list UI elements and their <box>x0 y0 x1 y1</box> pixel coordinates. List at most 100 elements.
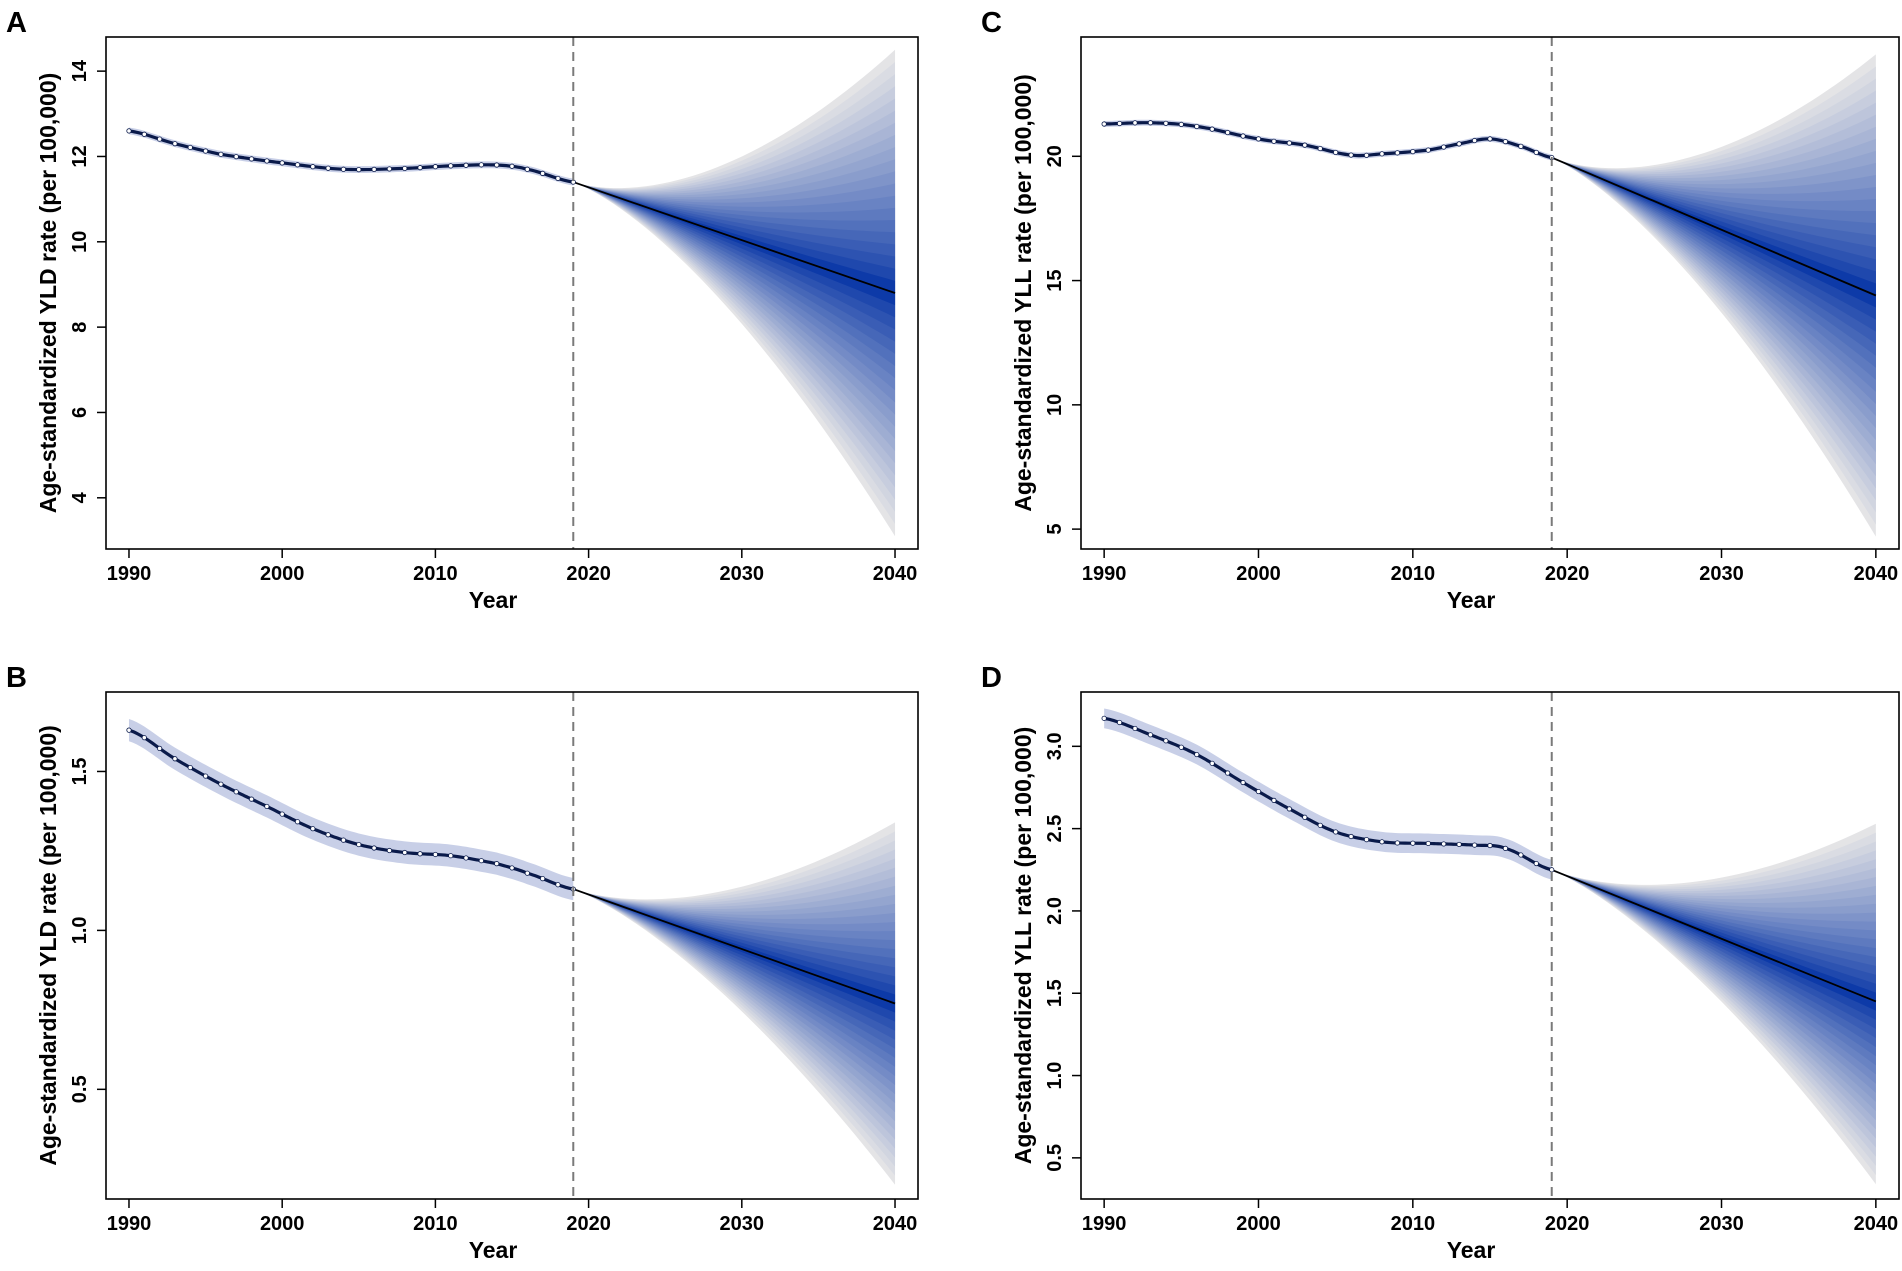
observed-point-2002 <box>310 164 316 170</box>
observed-point-2000 <box>1255 136 1262 142</box>
x-tick-label-2030: 2030 <box>1699 1213 1744 1235</box>
x-tick-label-2020: 2020 <box>1545 1213 1590 1235</box>
observed-point-1991 <box>141 735 147 741</box>
observed-point-1994 <box>1163 120 1169 126</box>
plot-frame <box>105 36 919 550</box>
observed-point-1995 <box>1178 121 1184 128</box>
x-tick-label-2000: 2000 <box>260 1213 305 1235</box>
forecast-band-layer-3 <box>1551 157 1876 332</box>
observed-point-2012 <box>463 162 469 168</box>
observed-point-2007 <box>386 166 393 172</box>
observed-point-1990 <box>1101 121 1107 127</box>
observed-point-2004 <box>340 837 347 843</box>
y-tick-label-14: 14 <box>69 59 91 82</box>
observed-point-1997 <box>233 789 239 795</box>
observed-point-2017 <box>1518 852 1524 858</box>
observed-point-2013 <box>478 858 484 864</box>
y-tick-label-2.0: 2.0 <box>1044 897 1066 925</box>
x-tick-label-1990: 1990 <box>1082 1213 1127 1235</box>
chart-panel-c: 1990 2000 2010 2020 2030 2040 5 10 15 20 Year Age-s… <box>981 7 1900 613</box>
observed-point-2006 <box>371 845 377 851</box>
observed-point-2015 <box>509 865 515 871</box>
observed-point-2007 <box>1363 837 1370 843</box>
observed-point-2013 <box>478 162 484 168</box>
y-tick-label-20: 20 <box>1044 145 1066 167</box>
observed-point-2010 <box>432 164 438 170</box>
observed-point-2009 <box>1394 150 1400 156</box>
forecast-mean-line <box>1551 156 1877 297</box>
x-axis-title: Year <box>1447 1237 1496 1263</box>
forecast-fan <box>573 822 896 1185</box>
observed-point-2008 <box>402 165 408 172</box>
x-tick-label-2020: 2020 <box>1545 563 1590 585</box>
y-tick-label-0.5: 0.5 <box>1044 1144 1066 1172</box>
observed-point-2011 <box>448 163 454 169</box>
y-tick-label-4: 4 <box>69 491 91 503</box>
y-tick-label-1.0: 1.0 <box>69 916 91 944</box>
observed-point-1998 <box>1225 129 1231 136</box>
observed-point-2000 <box>279 160 285 166</box>
observed-point-2000 <box>279 811 285 817</box>
observed-point-1993 <box>1147 732 1154 738</box>
observed-point-2009 <box>417 165 423 171</box>
x-tick-label-2000: 2000 <box>260 563 305 585</box>
observed-point-1992 <box>157 745 163 751</box>
observed-point-2016 <box>524 166 530 172</box>
observed-point-2012 <box>463 855 469 861</box>
forecast-band-layer-9 <box>1551 869 1876 1084</box>
observed-point-1995 <box>202 773 209 779</box>
observed-point-2010 <box>432 851 438 858</box>
forecast-fan <box>1551 54 1876 537</box>
y-tick-label-15: 15 <box>1044 269 1066 291</box>
history-line <box>1104 121 1553 160</box>
x-tick-label-2030: 2030 <box>720 1213 765 1235</box>
forecast-mean-line <box>572 888 896 1005</box>
observed-point-2011 <box>1425 147 1431 153</box>
observed-point-2010 <box>1410 840 1416 846</box>
observed-point-2003 <box>1302 142 1308 148</box>
chart-panel-d: 1990 2000 2010 2020 2030 2040 0.5 1.0 1.5 2.0 2.5 3… <box>981 662 1900 1263</box>
x-tick-label-1990: 1990 <box>107 1213 152 1235</box>
observed-point-1997 <box>1209 126 1215 132</box>
forecast-band-layer-4 <box>1551 869 1876 1039</box>
forecast-mean-line <box>572 181 896 294</box>
observed-point-1993 <box>1147 120 1154 126</box>
panel-letter-d: D <box>981 662 1002 694</box>
x-tick-label-2040: 2040 <box>873 563 918 585</box>
observed-point-2016 <box>1502 139 1509 145</box>
observed-point-1998 <box>248 796 255 802</box>
panel-letter-a: A <box>6 7 27 39</box>
observed-point-1996 <box>1194 123 1200 130</box>
plot-frame <box>105 691 919 1200</box>
x-tick-label-2000: 2000 <box>1236 1213 1281 1235</box>
observed-point-2010 <box>1410 149 1416 155</box>
x-axis-title: Year <box>1447 587 1496 613</box>
observed-point-2003 <box>325 832 331 838</box>
observed-point-2006 <box>371 166 377 172</box>
observed-point-1998 <box>1225 770 1231 776</box>
observed-point-2015 <box>509 163 515 169</box>
observed-point-2006 <box>1348 152 1354 158</box>
x-tick-label-2010: 2010 <box>1391 563 1436 585</box>
observed-point-2018 <box>555 175 561 182</box>
x-tick-label-2020: 2020 <box>566 1213 611 1235</box>
forecast-fan <box>1551 823 1876 1185</box>
observed-point-1994 <box>1163 738 1169 744</box>
observed-point-2017 <box>1518 143 1524 149</box>
observed-point-2017 <box>540 876 546 882</box>
observed-point-2015 <box>1487 842 1493 849</box>
observed-point-2012 <box>1441 841 1447 847</box>
observed-point-1991 <box>141 131 147 137</box>
observed-point-2013 <box>1456 841 1462 848</box>
x-tick-label-2010: 2010 <box>413 563 458 585</box>
observed-point-1994 <box>187 144 193 151</box>
observed-point-1995 <box>1178 744 1184 750</box>
observed-point-2011 <box>448 853 454 859</box>
observed-point-2005 <box>356 841 362 848</box>
observed-point-2013 <box>1456 141 1462 147</box>
y-tick-label-12: 12 <box>69 145 91 167</box>
observed-point-2001 <box>294 162 301 168</box>
observed-point-1992 <box>1132 725 1138 732</box>
y-tick-label-6: 6 <box>69 407 91 418</box>
